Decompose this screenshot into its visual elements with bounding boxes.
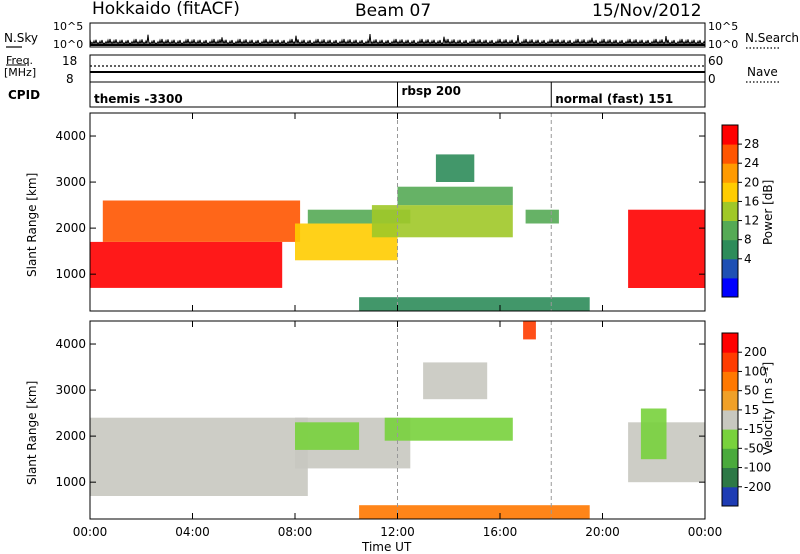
nsky-panel-frame xyxy=(89,22,706,48)
power-colorbar-swatch xyxy=(722,125,738,145)
beam-title: Beam 07 xyxy=(355,1,432,21)
station-title: Hokkaido (fitACF) xyxy=(92,0,240,19)
range-tick-label: 2000 xyxy=(55,429,86,443)
velocity-colorbar-tick-label: 200 xyxy=(744,345,767,359)
data-cell xyxy=(90,241,283,288)
velocity-colorbar-swatch xyxy=(722,390,738,411)
data-cell xyxy=(525,209,559,224)
cpid-segment-label: rbsp 200 xyxy=(401,84,461,98)
range-tick-label: 1000 xyxy=(55,475,86,489)
data-cell xyxy=(523,321,536,340)
velocity-colorbar-swatch xyxy=(722,448,738,468)
velocity-colorbar-tick-label: 100 xyxy=(744,364,767,378)
cpid-segment-label: normal (fast) 151 xyxy=(555,92,674,106)
nsky-tick-bottom: 10^0 xyxy=(53,38,84,51)
power-colorbar-tick-label: 4 xyxy=(744,252,752,266)
velocity-colorbar-swatch xyxy=(722,429,738,449)
range-tick-label: 2000 xyxy=(55,221,86,235)
freq-panel-frame xyxy=(89,54,706,83)
power-colorbar-swatch xyxy=(722,220,738,241)
nave-label: Nave xyxy=(747,65,778,79)
power-colorbar-swatch xyxy=(722,258,738,279)
data-cell xyxy=(397,186,513,206)
nsky-label: N.Sky xyxy=(4,31,39,45)
data-cell xyxy=(435,154,475,182)
power-colorbar-swatch xyxy=(722,182,738,202)
data-cell xyxy=(640,408,667,460)
nave-tick-top: 60 xyxy=(708,54,724,68)
time-tick-label: 00:00 xyxy=(73,525,108,539)
power-colorbar-tick-label: 28 xyxy=(744,137,759,151)
velocity-colorbar-swatch xyxy=(722,333,738,353)
velocity-colorbar-tick-label: -100 xyxy=(744,461,771,475)
velocity-colorbar-swatch xyxy=(722,486,738,507)
velocity-colorbar-swatch xyxy=(722,371,738,392)
time-tick-label: 04:00 xyxy=(175,525,210,539)
power-colorbar-frame xyxy=(721,124,739,298)
nsky-tick-top: 10^5 xyxy=(53,20,84,33)
time-tick-label: 12:00 xyxy=(380,525,415,539)
data-cell xyxy=(423,362,488,400)
power-colorbar-swatch xyxy=(722,239,738,260)
power-colorbar-tick-label: 24 xyxy=(744,156,759,170)
nsearch-tick-top: 10^5 xyxy=(708,20,739,33)
velocity-colorbar-tick-label: -50 xyxy=(744,441,764,455)
range-tick-label: 1000 xyxy=(55,267,86,281)
time-tick-label: 08:00 xyxy=(278,525,313,539)
velocity-colorbar-swatch xyxy=(722,352,738,372)
freq-label: Freq. xyxy=(6,54,34,67)
data-cell xyxy=(628,422,705,483)
power-colorbar-swatch xyxy=(722,201,738,221)
nave-tick-bottom: 0 xyxy=(708,72,716,86)
velocity-colorbar-swatch xyxy=(722,409,738,430)
time-tick-label: 20:00 xyxy=(585,525,620,539)
range-tick-label: 3000 xyxy=(55,383,86,397)
power-colorbar-swatch xyxy=(722,144,738,164)
x-axis-label: Time UT xyxy=(362,540,412,554)
power-colorbar-tick-label: 12 xyxy=(744,214,759,228)
freq-tick-bottom: 8 xyxy=(66,72,74,86)
date-title: 15/Nov/2012 xyxy=(592,1,702,21)
cpid-segment-label: themis -3300 xyxy=(94,92,183,106)
power-colorbar-tick-label: 16 xyxy=(744,194,759,208)
cpid-label: CPID xyxy=(8,88,41,102)
velocity-colorbar-frame xyxy=(721,332,739,507)
range-tick-label: 3000 xyxy=(55,175,86,189)
velocity-colorbar-swatch xyxy=(722,467,738,488)
range-tick-label: 4000 xyxy=(55,129,86,143)
data-cell xyxy=(628,209,705,288)
data-cell xyxy=(90,417,308,496)
velocity-colorbar-tick-label: 50 xyxy=(744,384,759,398)
freq-tick-top: 18 xyxy=(62,54,78,68)
range-tick-label: 4000 xyxy=(55,337,86,351)
data-cell xyxy=(102,200,301,242)
power-colorbar-swatch xyxy=(722,277,738,298)
velocity-colorbar-tick-label: -15 xyxy=(744,422,764,436)
power-colorbar-tick-label: 20 xyxy=(744,175,759,189)
data-cell xyxy=(359,297,590,311)
data-cell xyxy=(384,417,513,441)
freq-unit: [MHz] xyxy=(4,66,37,79)
data-cell xyxy=(371,205,513,238)
nsearch-tick-bottom: 10^0 xyxy=(708,38,739,51)
time-tick-label: 00:00 xyxy=(688,525,723,539)
time-tick-label: 16:00 xyxy=(483,525,518,539)
power-colorbar-swatch xyxy=(722,163,738,183)
data-cell xyxy=(359,505,590,519)
velocity-colorbar-tick-label: -200 xyxy=(744,480,771,494)
nsearch-label: N.Search xyxy=(745,31,800,45)
data-cell xyxy=(295,422,360,450)
velocity-colorbar-tick-label: 15 xyxy=(744,403,759,417)
power-colorbar-tick-label: 8 xyxy=(744,233,752,247)
nsky-trace xyxy=(89,33,706,46)
